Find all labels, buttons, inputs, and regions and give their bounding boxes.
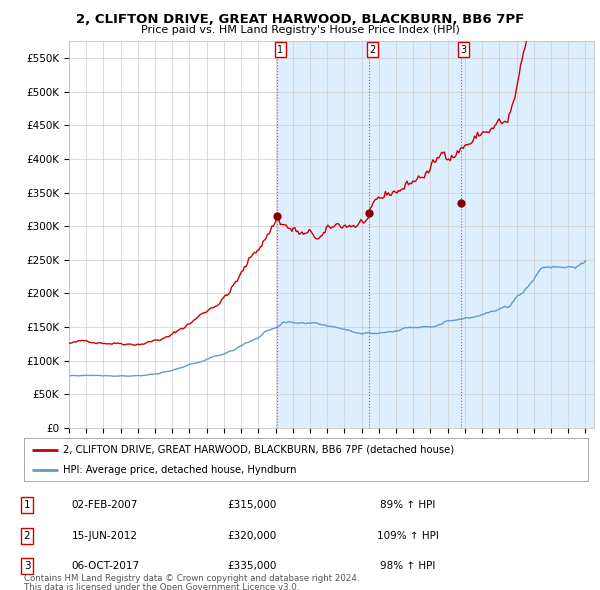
Text: 02-FEB-2007: 02-FEB-2007 bbox=[72, 500, 138, 510]
Text: 1: 1 bbox=[23, 500, 31, 510]
Text: 3: 3 bbox=[461, 45, 467, 55]
Text: 2, CLIFTON DRIVE, GREAT HARWOOD, BLACKBURN, BB6 7PF (detached house): 2, CLIFTON DRIVE, GREAT HARWOOD, BLACKBU… bbox=[64, 445, 455, 455]
Text: Price paid vs. HM Land Registry's House Price Index (HPI): Price paid vs. HM Land Registry's House … bbox=[140, 25, 460, 35]
Text: £315,000: £315,000 bbox=[227, 500, 277, 510]
Text: £320,000: £320,000 bbox=[227, 531, 277, 540]
Text: 15-JUN-2012: 15-JUN-2012 bbox=[72, 531, 138, 540]
Text: 3: 3 bbox=[23, 562, 31, 571]
Text: 2: 2 bbox=[370, 45, 376, 55]
Text: 109% ↑ HPI: 109% ↑ HPI bbox=[377, 531, 439, 540]
Text: Contains HM Land Registry data © Crown copyright and database right 2024.: Contains HM Land Registry data © Crown c… bbox=[24, 574, 359, 583]
Text: 2: 2 bbox=[23, 531, 31, 540]
Text: 98% ↑ HPI: 98% ↑ HPI bbox=[380, 562, 436, 571]
Bar bbox=[277, 41, 594, 428]
Text: £335,000: £335,000 bbox=[227, 562, 277, 571]
Text: HPI: Average price, detached house, Hyndburn: HPI: Average price, detached house, Hynd… bbox=[64, 466, 297, 475]
Text: 89% ↑ HPI: 89% ↑ HPI bbox=[380, 500, 436, 510]
Text: 1: 1 bbox=[277, 45, 283, 55]
Text: 06-OCT-2017: 06-OCT-2017 bbox=[71, 562, 139, 571]
Text: This data is licensed under the Open Government Licence v3.0.: This data is licensed under the Open Gov… bbox=[24, 583, 299, 590]
Text: 2, CLIFTON DRIVE, GREAT HARWOOD, BLACKBURN, BB6 7PF: 2, CLIFTON DRIVE, GREAT HARWOOD, BLACKBU… bbox=[76, 13, 524, 26]
